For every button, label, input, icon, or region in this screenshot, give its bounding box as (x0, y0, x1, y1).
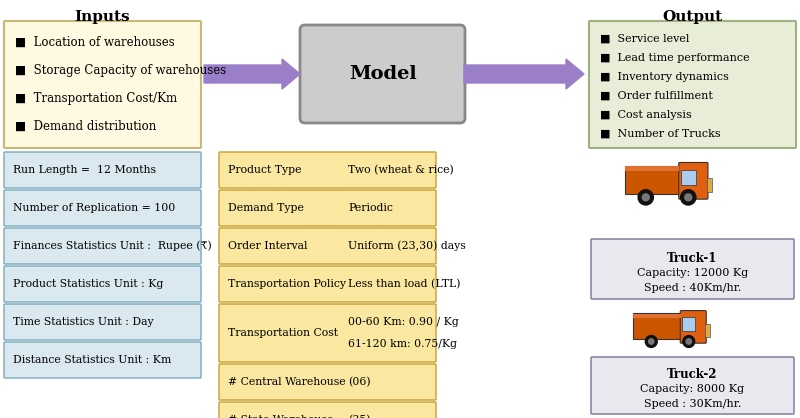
FancyBboxPatch shape (591, 239, 794, 299)
Bar (681, 170, 695, 185)
Text: Truck-1: Truck-1 (667, 252, 718, 265)
Text: Model: Model (349, 65, 416, 83)
Text: ■  Cost analysis: ■ Cost analysis (600, 110, 692, 120)
Circle shape (649, 339, 654, 344)
Text: Product Statistics Unit : Kg: Product Statistics Unit : Kg (13, 279, 163, 289)
FancyBboxPatch shape (4, 21, 201, 148)
Text: Inputs: Inputs (74, 10, 130, 24)
Bar (634, 314, 681, 319)
Text: Periodic: Periodic (348, 203, 393, 213)
FancyBboxPatch shape (589, 21, 796, 148)
FancyBboxPatch shape (219, 266, 436, 302)
Bar (707, 178, 712, 192)
Bar (626, 166, 679, 171)
Text: Run Length =  12 Months: Run Length = 12 Months (13, 165, 156, 175)
Text: Number of Replication = 100: Number of Replication = 100 (13, 203, 175, 213)
Text: (35): (35) (348, 415, 370, 418)
Text: Transportation Cost: Transportation Cost (228, 328, 338, 338)
Bar (706, 324, 710, 337)
Text: Two (wheat & rice): Two (wheat & rice) (348, 165, 454, 175)
Text: Less than load (LTL): Less than load (LTL) (348, 279, 461, 289)
Text: ■  Order fulfillment: ■ Order fulfillment (600, 91, 713, 101)
FancyBboxPatch shape (219, 364, 436, 400)
Text: 00-60 Km: 0.90 / Kg: 00-60 Km: 0.90 / Kg (348, 317, 458, 327)
Text: Uniform (23,30) days: Uniform (23,30) days (348, 241, 466, 251)
Bar (682, 317, 695, 331)
FancyBboxPatch shape (591, 357, 794, 414)
Text: # State Warehouse: # State Warehouse (228, 415, 334, 418)
Circle shape (642, 194, 650, 201)
Circle shape (681, 190, 696, 205)
Text: Finances Statistics Unit :  Rupee (₹): Finances Statistics Unit : Rupee (₹) (13, 241, 212, 251)
Text: Order Interval: Order Interval (228, 241, 307, 251)
Circle shape (685, 194, 692, 201)
FancyBboxPatch shape (219, 304, 436, 362)
FancyBboxPatch shape (678, 163, 708, 199)
FancyArrow shape (464, 59, 584, 89)
Text: ■  Lead time performance: ■ Lead time performance (600, 53, 750, 63)
Text: ■  Service level: ■ Service level (600, 34, 690, 44)
Text: Speed : 40Km/hr.: Speed : 40Km/hr. (644, 283, 741, 293)
Circle shape (646, 336, 657, 347)
Text: ■  Number of Trucks: ■ Number of Trucks (600, 129, 721, 139)
Text: (06): (06) (348, 377, 370, 387)
Bar (625, 166, 680, 194)
Text: ■  Storage Capacity of warehouses: ■ Storage Capacity of warehouses (15, 64, 226, 77)
Text: Speed : 30Km/hr.: Speed : 30Km/hr. (644, 399, 741, 409)
Text: Distance Statistics Unit : Km: Distance Statistics Unit : Km (13, 355, 171, 365)
FancyBboxPatch shape (4, 304, 201, 340)
Bar (633, 314, 682, 339)
Text: ■  Inventory dynamics: ■ Inventory dynamics (600, 72, 729, 82)
FancyBboxPatch shape (300, 25, 465, 123)
Text: # Central Warehouse: # Central Warehouse (228, 377, 346, 387)
FancyBboxPatch shape (219, 228, 436, 264)
Text: ■  Demand distribution: ■ Demand distribution (15, 120, 156, 133)
FancyArrow shape (204, 59, 300, 89)
Circle shape (686, 339, 691, 344)
Text: Output: Output (662, 10, 722, 24)
FancyBboxPatch shape (680, 311, 706, 343)
Text: Product Type: Product Type (228, 165, 302, 175)
FancyBboxPatch shape (219, 402, 436, 418)
Circle shape (638, 190, 654, 205)
FancyBboxPatch shape (4, 342, 201, 378)
Text: Capacity: 12000 Kg: Capacity: 12000 Kg (637, 268, 748, 278)
FancyBboxPatch shape (4, 190, 201, 226)
Text: Truck-2: Truck-2 (667, 368, 718, 381)
Text: Transportation Policy: Transportation Policy (228, 279, 346, 289)
Text: Demand Type: Demand Type (228, 203, 304, 213)
Text: Capacity: 8000 Kg: Capacity: 8000 Kg (641, 384, 745, 394)
FancyBboxPatch shape (219, 190, 436, 226)
Circle shape (683, 336, 694, 347)
Text: Time Statistics Unit : Day: Time Statistics Unit : Day (13, 317, 154, 327)
Text: 61-120 km: 0.75/Kg: 61-120 km: 0.75/Kg (348, 339, 457, 349)
FancyBboxPatch shape (219, 152, 436, 188)
FancyBboxPatch shape (4, 228, 201, 264)
FancyBboxPatch shape (4, 152, 201, 188)
FancyBboxPatch shape (4, 266, 201, 302)
Text: ■  Location of warehouses: ■ Location of warehouses (15, 36, 174, 49)
Text: ■  Transportation Cost/Km: ■ Transportation Cost/Km (15, 92, 177, 105)
